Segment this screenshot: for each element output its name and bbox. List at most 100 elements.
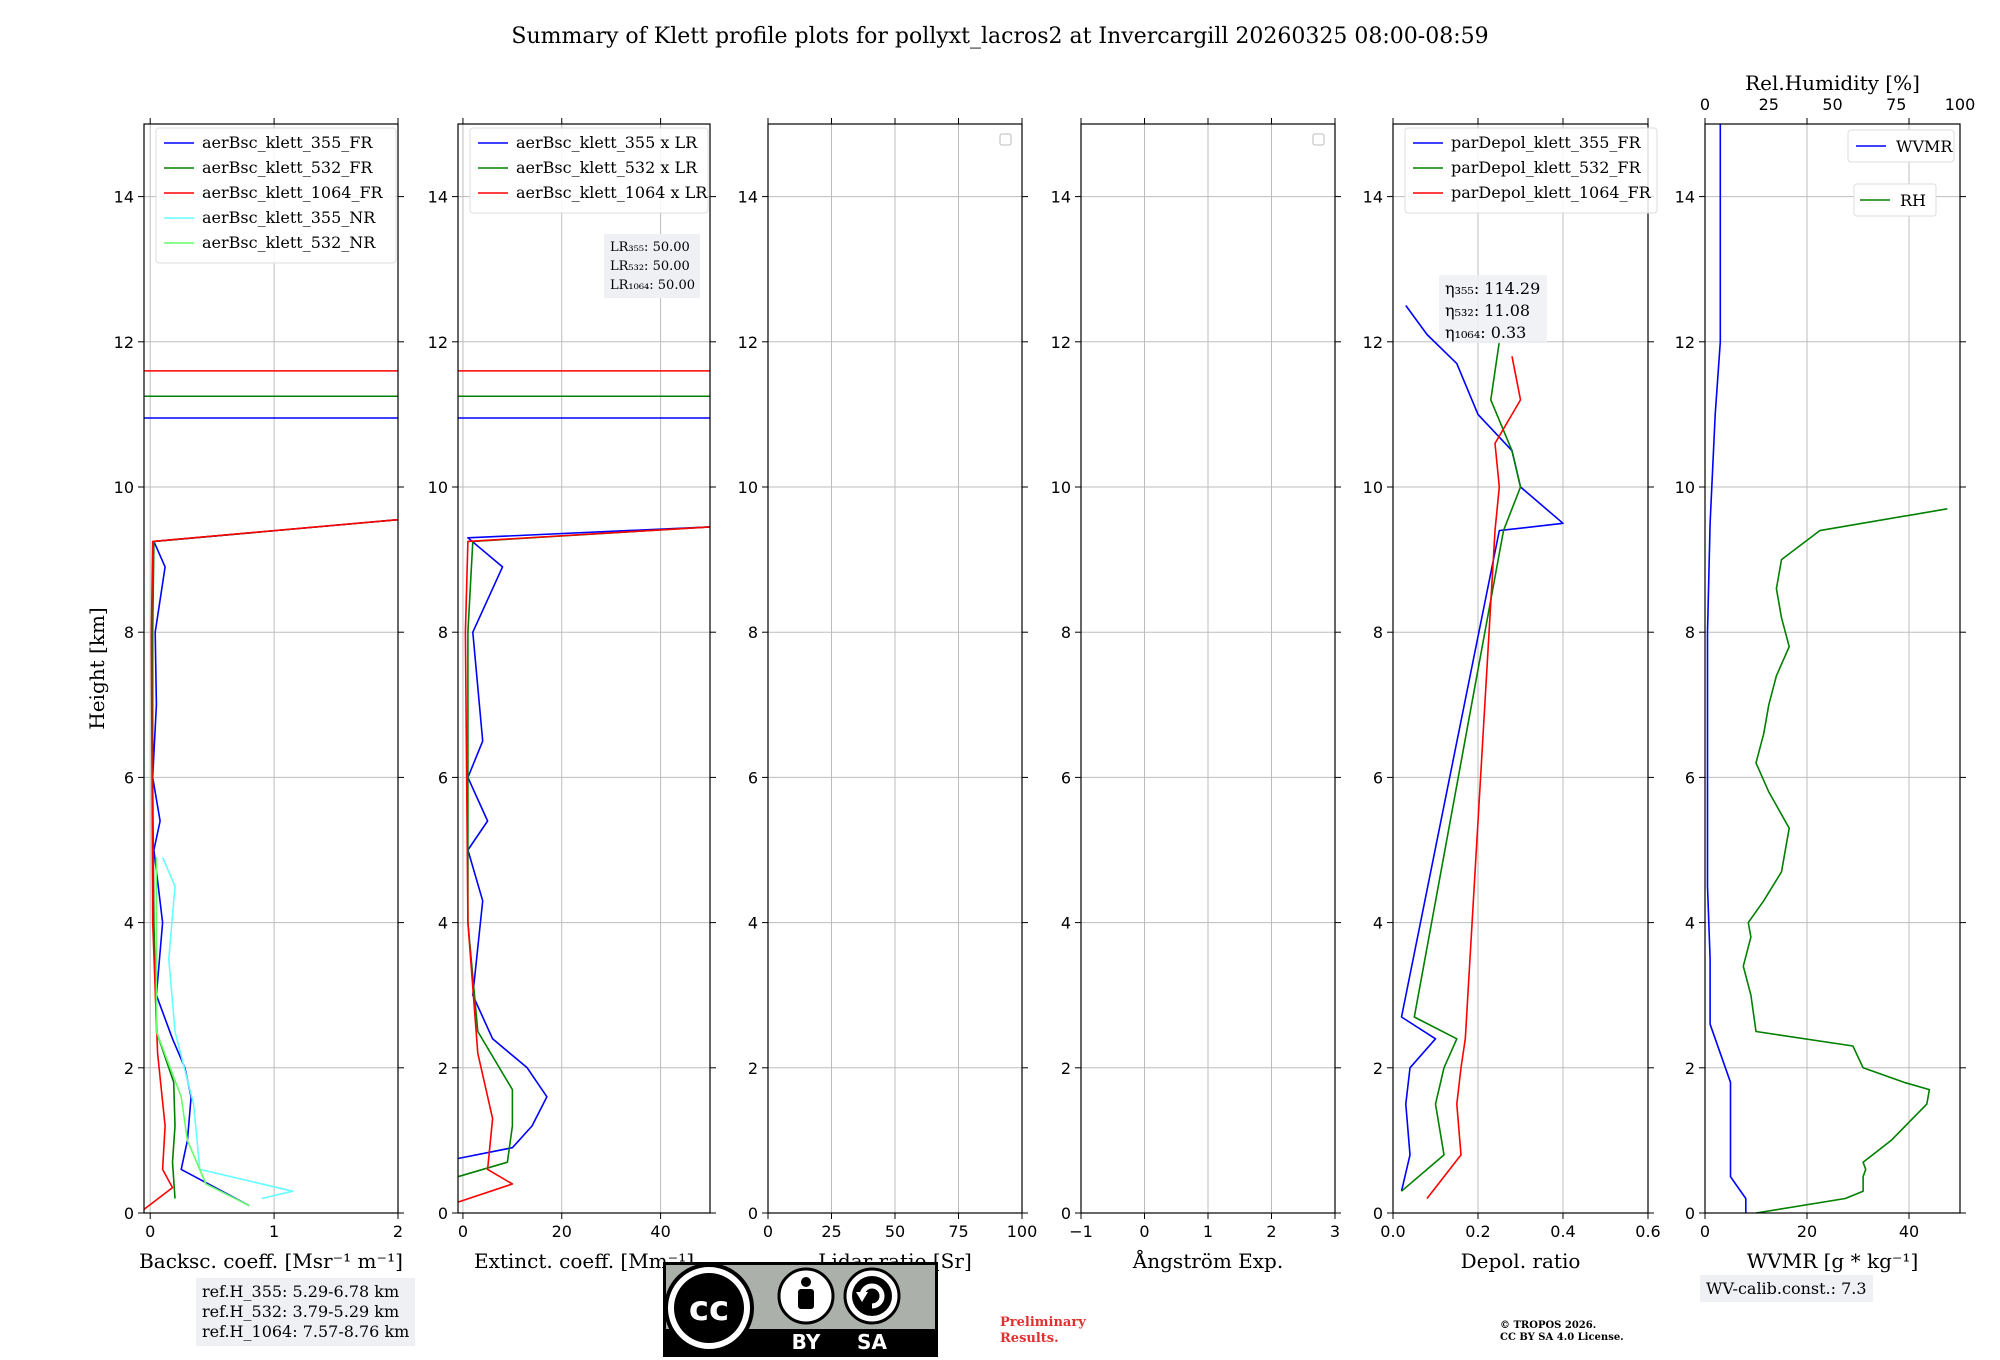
legend-box-rh xyxy=(1853,183,1937,217)
top-x-tick-label: 50 xyxy=(1822,95,1842,114)
top-x-tick-label: 100 xyxy=(1945,95,1976,114)
y-tick-label: 8 xyxy=(1061,623,1071,642)
y-tick-label: 0 xyxy=(748,1204,758,1223)
x-tick-label: −1 xyxy=(1069,1222,1093,1241)
y-tick-label: 4 xyxy=(124,914,134,933)
y-tick-label: 14 xyxy=(1051,188,1071,207)
lidar-ratio-label: LR₃₅₅: 50.00 xyxy=(610,240,690,255)
top-x-tick-label: 25 xyxy=(1759,95,1779,114)
x-tick-label: 75 xyxy=(948,1222,968,1241)
x-tick-label: 0 xyxy=(145,1222,155,1241)
x-tick-label: 0 xyxy=(1700,1222,1710,1241)
legend-entry: aerBsc_klett_532_FR xyxy=(202,158,373,177)
person-body xyxy=(798,1289,814,1309)
preliminary-line-1: Preliminary xyxy=(1000,1315,1086,1330)
cc-inner-circle xyxy=(674,1273,744,1343)
y-tick-label: 12 xyxy=(1363,333,1383,352)
top-x-tick-label: 0 xyxy=(1700,95,1710,114)
x-tick-label: 40 xyxy=(650,1222,670,1241)
x-axis-label: Extinct. coeff. [Mm⁻¹] xyxy=(474,1249,694,1273)
y-tick-label: 8 xyxy=(1685,623,1695,642)
y-tick-label: 4 xyxy=(748,914,758,933)
lidar-ratio-label: LR₅₃₂: 50.00 xyxy=(610,259,690,274)
eta-box xyxy=(1439,275,1547,344)
copyright-line-1: © TROPOS 2026. xyxy=(1500,1320,1597,1331)
sa-inner-circle xyxy=(852,1276,892,1316)
y-tick-label: 6 xyxy=(124,768,134,787)
legend-entry: parDepol_klett_532_FR xyxy=(1451,158,1642,177)
series-line-aerBsc_klett_1064_FR xyxy=(143,518,399,1211)
legend-entry: aerBsc_klett_355 x LR xyxy=(516,133,698,152)
cc-license-badge: cc BY SA xyxy=(663,1262,938,1357)
y-tick-label: 2 xyxy=(748,1059,758,1078)
y-tick-label: 8 xyxy=(1373,623,1383,642)
y-tick-label: 0 xyxy=(124,1204,134,1223)
x-tick-label: 1 xyxy=(269,1222,279,1241)
series-line-aerBsc_klett_532 x LR xyxy=(457,526,711,1178)
y-tick-label: 14 xyxy=(1675,188,1695,207)
lidar-ratio-label: LR₁₀₆₄: 50.00 xyxy=(610,278,695,293)
x-tick-label: 3 xyxy=(1330,1222,1340,1241)
legend-entry: parDepol_klett_1064_FR xyxy=(1451,183,1652,202)
y-tick-label: 10 xyxy=(428,478,448,497)
series-line-WVMR xyxy=(1706,124,1747,1213)
sa-arrow-icon xyxy=(859,1283,885,1309)
y-tick-label: 12 xyxy=(1675,333,1695,352)
y-tick-label: 2 xyxy=(124,1059,134,1078)
panel-6: 0 20 40 0 2 4 6 8 10 12 14 0 25 50 75 100 Rel.Humidity [… xyxy=(1675,71,1976,1273)
series-line-aerBsc_klett_355_FR xyxy=(151,518,399,1207)
x-axis-label: Backsc. coeff. [Msr⁻¹ m⁻¹] xyxy=(139,1249,403,1273)
series-line-RH xyxy=(1742,508,1948,1214)
y-tick-label: 2 xyxy=(438,1059,448,1078)
legend-entry: RH xyxy=(1900,191,1926,210)
ref-height-355: ref.H_355: 5.29-6.78 km xyxy=(202,1282,400,1301)
eta-label: η₁₀₆₄: 0.33 xyxy=(1445,323,1526,342)
lidar-ratio-box xyxy=(604,234,700,298)
preliminary-line-2: Results. xyxy=(1000,1331,1059,1346)
series-line-aerBsc_klett_355 x LR xyxy=(457,526,711,1160)
y-tick-label: 12 xyxy=(114,333,134,352)
y-tick-label: 4 xyxy=(1373,914,1383,933)
axes-frame xyxy=(1392,123,1649,1214)
y-tick-label: 14 xyxy=(428,188,448,207)
series-line-aerBsc_klett_1064 x LR xyxy=(457,526,711,1203)
legend-entry: aerBsc_klett_532 x LR xyxy=(516,158,698,177)
legend-entry: aerBsc_klett_1064_FR xyxy=(202,183,384,202)
sa-arrow-head xyxy=(856,1292,868,1302)
legend-entry: aerBsc_klett_355_FR xyxy=(202,133,373,152)
axes-frame xyxy=(457,123,711,1214)
series-line-aerBsc_klett_532_FR xyxy=(151,518,399,1199)
y-tick-label: 14 xyxy=(1363,188,1383,207)
axes-frame xyxy=(143,123,399,1214)
preliminary-notice: Preliminary Results. xyxy=(1000,1315,1086,1347)
y-tick-label: 14 xyxy=(738,188,758,207)
y-tick-label: 6 xyxy=(438,768,448,787)
x-tick-label: 0.6 xyxy=(1635,1222,1660,1241)
panel-5: 0.0 0.2 0.4 0.6 0 2 4 6 8 10 12 14 Depol. ratio parDe… xyxy=(1363,118,1661,1273)
x-tick-label: 100 xyxy=(1007,1222,1038,1241)
legend-box xyxy=(155,127,397,264)
sa-label: SA xyxy=(857,1330,887,1354)
y-tick-label: 0 xyxy=(438,1204,448,1223)
x-tick-label: 0 xyxy=(1139,1222,1149,1241)
legend-entry: aerBsc_klett_532_NR xyxy=(202,233,376,252)
copyright-notice: © TROPOS 2026. CC BY SA 4.0 License. xyxy=(1500,1320,1624,1344)
empty-legend-icon xyxy=(1312,133,1325,146)
y-tick-label: 0 xyxy=(1373,1204,1383,1223)
series-line-aerBsc_klett_355_NR xyxy=(161,856,294,1200)
y-tick-label: 0 xyxy=(1685,1204,1695,1223)
top-axis-label: Rel.Humidity [%] xyxy=(1745,71,1920,95)
panel-2: 0 20 40 0 2 4 6 8 10 12 14 Extinct. coeff. [Mm⁻¹] ae… xyxy=(428,118,716,1273)
wv-calibration-box: WV-calib.const.: 7.3 xyxy=(1700,1275,1873,1302)
y-tick-label: 8 xyxy=(124,623,134,642)
series-line-parDepol_klett_1064_FR xyxy=(1426,356,1522,1199)
y-tick-label: 4 xyxy=(438,914,448,933)
y-tick-label: 10 xyxy=(738,478,758,497)
eta-label: η₅₃₂: 11.08 xyxy=(1445,301,1530,320)
copyright-line-2: CC BY SA 4.0 License. xyxy=(1500,1332,1624,1343)
legend-box xyxy=(469,127,709,214)
